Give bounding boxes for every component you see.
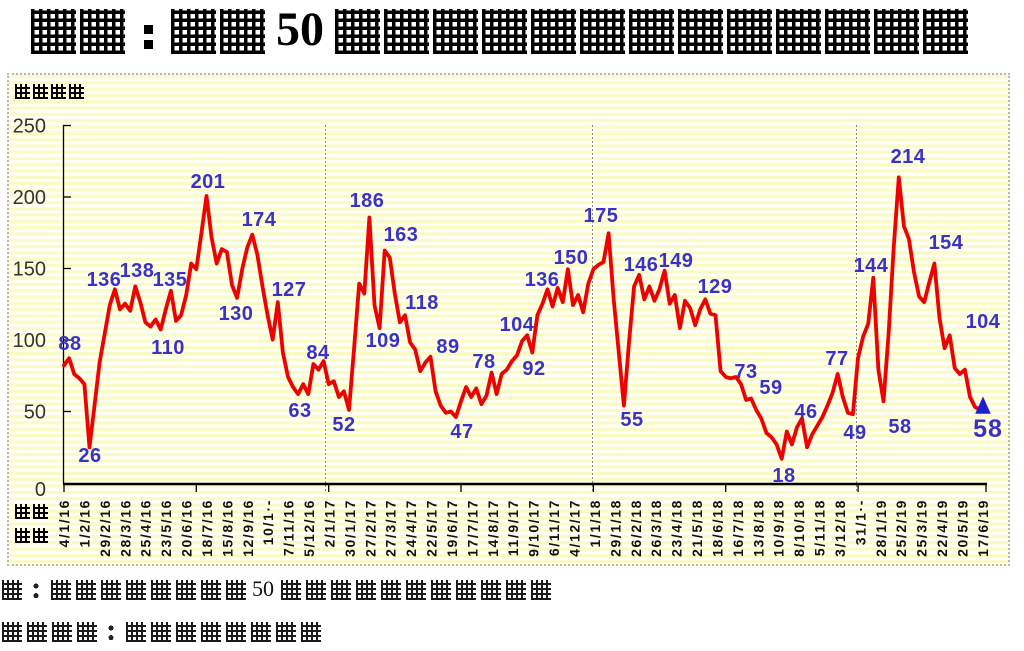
svg-text:12/9/16: 12/9/16 — [240, 499, 256, 557]
svg-text:26/2/18: 26/2/18 — [628, 499, 644, 557]
svg-text:25/2/19: 25/2/19 — [893, 499, 909, 557]
svg-text:13/8/18: 13/8/18 — [750, 499, 766, 557]
svg-text:47: 47 — [450, 421, 473, 443]
svg-text:10/9/18: 10/9/18 — [771, 499, 787, 557]
svg-text:88: 88 — [58, 333, 81, 355]
svg-text:4/1/16: 4/1/16 — [56, 499, 72, 548]
svg-text:104: 104 — [500, 314, 535, 336]
svg-text:14/8/17: 14/8/17 — [485, 499, 501, 557]
svg-text:26: 26 — [78, 445, 101, 467]
svg-text:109: 109 — [366, 330, 401, 352]
svg-text:200: 200 — [13, 187, 46, 209]
svg-text:0: 0 — [35, 479, 46, 501]
svg-text:11/9/17: 11/9/17 — [505, 499, 521, 556]
svg-text:89: 89 — [436, 336, 459, 358]
svg-text:78: 78 — [472, 351, 495, 373]
svg-text:6/11/17: 6/11/17 — [546, 499, 562, 556]
svg-text:92: 92 — [522, 358, 545, 380]
svg-text:23/4/18: 23/4/18 — [669, 499, 685, 557]
svg-text:136: 136 — [87, 269, 122, 291]
svg-text:1/1/18: 1/1/18 — [587, 499, 603, 548]
svg-text:127: 127 — [272, 279, 307, 301]
svg-text:31/1·-: 31/1·- — [852, 499, 868, 545]
svg-text:27/3/17: 27/3/17 — [383, 499, 399, 557]
svg-text:30/1/17: 30/1/17 — [342, 499, 358, 557]
svg-text:26/3/18: 26/3/18 — [648, 499, 664, 557]
svg-text:4/12/17: 4/12/17 — [567, 499, 583, 557]
svg-text:130: 130 — [219, 303, 254, 325]
svg-text:174: 174 — [242, 209, 277, 231]
svg-text:17/6/19: 17/6/19 — [975, 499, 991, 557]
svg-text:21/5/18: 21/5/18 — [689, 499, 705, 557]
svg-text:58: 58 — [973, 415, 1003, 443]
svg-text:150: 150 — [554, 247, 589, 269]
svg-text:73: 73 — [734, 361, 757, 383]
svg-text:5/12/16: 5/12/16 — [301, 499, 317, 557]
svg-text:29/1/18: 29/1/18 — [607, 499, 623, 557]
svg-text:63: 63 — [288, 400, 311, 422]
svg-text:19/6/17: 19/6/17 — [444, 499, 460, 557]
svg-text:7/11/16: 7/11/16 — [281, 499, 297, 556]
svg-text:110: 110 — [151, 337, 185, 359]
svg-text:3/12/18: 3/12/18 — [832, 499, 848, 557]
svg-text:25/3/19: 25/3/19 — [914, 499, 930, 557]
svg-text:146: 146 — [624, 254, 659, 276]
svg-text:20/6/16: 20/6/16 — [179, 499, 195, 557]
svg-text:59: 59 — [759, 377, 782, 399]
svg-text:9/10/17: 9/10/17 — [526, 499, 542, 557]
svg-text:20/5/19: 20/5/19 — [955, 499, 971, 557]
svg-text:27/2/17: 27/2/17 — [362, 499, 378, 557]
svg-text:22/4/19: 22/4/19 — [934, 499, 950, 557]
svg-text:15/8/16: 15/8/16 — [219, 499, 235, 557]
svg-text:52: 52 — [332, 414, 355, 436]
svg-text:23/5/16: 23/5/16 — [158, 499, 174, 557]
svg-text:25/4/16: 25/4/16 — [138, 499, 154, 557]
svg-text:18: 18 — [772, 465, 795, 487]
svg-text:2/1/17: 2/1/17 — [322, 499, 338, 548]
svg-text:175: 175 — [584, 205, 619, 227]
svg-text:186: 186 — [350, 190, 385, 212]
svg-text:129: 129 — [698, 276, 733, 298]
svg-text:28/1/19: 28/1/19 — [873, 499, 889, 557]
svg-text:150: 150 — [13, 259, 46, 281]
svg-text:201: 201 — [191, 171, 226, 193]
svg-text:77: 77 — [825, 348, 848, 370]
svg-text:55: 55 — [620, 409, 643, 431]
svg-text:10/1·-: 10/1·- — [260, 499, 276, 545]
svg-text:49: 49 — [843, 422, 866, 444]
svg-text:144: 144 — [854, 255, 889, 277]
svg-text:104: 104 — [966, 311, 1001, 333]
svg-text:84: 84 — [306, 342, 330, 364]
svg-text:154: 154 — [929, 232, 964, 254]
svg-text:250: 250 — [13, 116, 46, 138]
svg-text:17/7/17: 17/7/17 — [464, 499, 480, 557]
svg-text:149: 149 — [659, 250, 694, 272]
svg-text:135: 135 — [153, 269, 188, 291]
svg-text:118: 118 — [405, 292, 439, 314]
svg-text:18/7/16: 18/7/16 — [199, 499, 215, 557]
svg-text:1/2/16: 1/2/16 — [76, 499, 92, 548]
svg-text:28/3/16: 28/3/16 — [117, 499, 133, 557]
svg-text:138: 138 — [120, 260, 155, 282]
svg-text:5/11/18: 5/11/18 — [812, 499, 828, 556]
svg-text:18/6/18: 18/6/18 — [709, 499, 725, 557]
svg-text:163: 163 — [384, 224, 419, 246]
svg-text:16/7/18: 16/7/18 — [730, 499, 746, 557]
svg-text:22/5/17: 22/5/17 — [424, 499, 440, 557]
svg-text:46: 46 — [794, 401, 817, 423]
svg-text:24/4/17: 24/4/17 — [403, 499, 419, 557]
svg-text:214: 214 — [891, 146, 926, 168]
svg-text:50: 50 — [24, 402, 46, 424]
svg-text:136: 136 — [525, 269, 560, 291]
svg-text:100: 100 — [13, 330, 46, 352]
svg-text:8/10/18: 8/10/18 — [791, 499, 807, 557]
svg-text:29/2/16: 29/2/16 — [97, 499, 113, 557]
svg-text:58: 58 — [888, 416, 911, 438]
